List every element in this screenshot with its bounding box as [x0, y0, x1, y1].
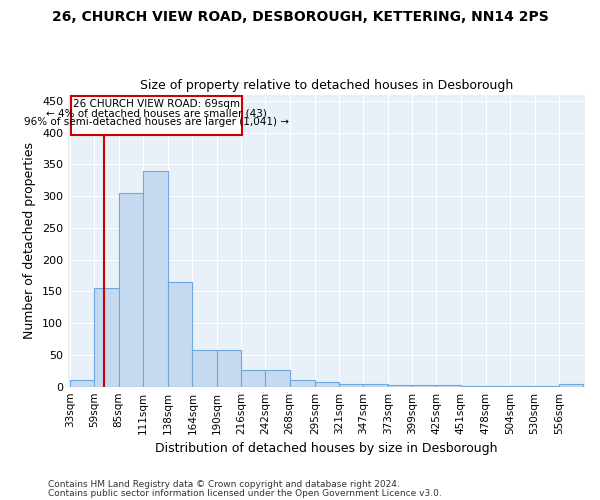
Y-axis label: Number of detached properties: Number of detached properties [23, 142, 37, 339]
Text: 26 CHURCH VIEW ROAD: 69sqm: 26 CHURCH VIEW ROAD: 69sqm [73, 99, 240, 109]
Bar [364, 384, 388, 386]
X-axis label: Distribution of detached houses by size in Desborough: Distribution of detached houses by size … [155, 442, 498, 455]
Bar [559, 384, 583, 386]
Bar [168, 282, 193, 387]
FancyBboxPatch shape [71, 96, 242, 134]
Bar [241, 370, 265, 386]
Bar [193, 350, 217, 386]
Bar [143, 171, 168, 386]
Bar [94, 288, 119, 386]
Bar [265, 370, 290, 386]
Bar [70, 380, 94, 386]
Title: Size of property relative to detached houses in Desborough: Size of property relative to detached ho… [140, 79, 513, 92]
Bar [315, 382, 339, 386]
Text: 96% of semi-detached houses are larger (1,041) →: 96% of semi-detached houses are larger (… [24, 118, 289, 128]
Text: ← 4% of detached houses are smaller (43): ← 4% of detached houses are smaller (43) [46, 108, 267, 118]
Bar [119, 193, 143, 386]
Bar [339, 384, 364, 386]
Bar [217, 350, 241, 386]
Text: Contains HM Land Registry data © Crown copyright and database right 2024.: Contains HM Land Registry data © Crown c… [48, 480, 400, 489]
Bar [290, 380, 315, 386]
Text: 26, CHURCH VIEW ROAD, DESBOROUGH, KETTERING, NN14 2PS: 26, CHURCH VIEW ROAD, DESBOROUGH, KETTER… [52, 10, 548, 24]
Text: Contains public sector information licensed under the Open Government Licence v3: Contains public sector information licen… [48, 488, 442, 498]
